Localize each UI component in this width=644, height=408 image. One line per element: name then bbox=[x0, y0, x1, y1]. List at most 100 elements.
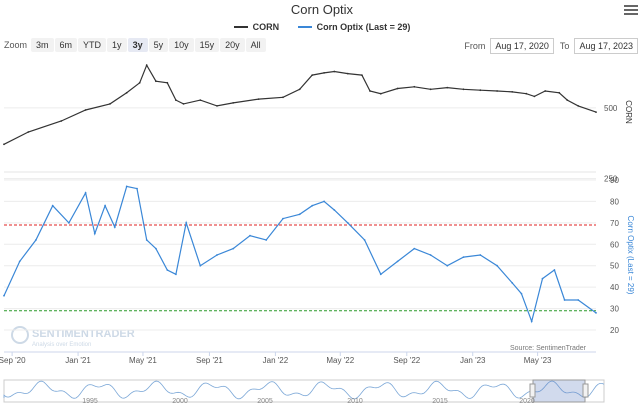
to-label: To bbox=[559, 41, 570, 51]
y-tick-lower: 30 bbox=[610, 305, 619, 314]
data-point-corn bbox=[257, 98, 260, 100]
data-point-corn bbox=[232, 102, 235, 104]
legend-item-corn[interactable]: CORN bbox=[233, 22, 279, 32]
zoom-button-3y[interactable]: 3y bbox=[127, 38, 148, 52]
zoom-button-1y[interactable]: 1y bbox=[107, 38, 127, 52]
data-point-optix bbox=[379, 273, 382, 276]
navigator-year-label: 2010 bbox=[347, 398, 363, 405]
data-point-corn bbox=[333, 70, 336, 73]
data-point-optix bbox=[155, 247, 157, 250]
data-point-corn bbox=[462, 88, 465, 91]
data-point-optix bbox=[595, 312, 597, 314]
y-tick-lower: 60 bbox=[610, 240, 619, 249]
watermark-tagline: Analysis over Emotion bbox=[32, 342, 91, 348]
data-point-optix bbox=[282, 217, 284, 220]
zoom-button-10y[interactable]: 10y bbox=[169, 38, 194, 52]
zoom-button-15y[interactable]: 15y bbox=[194, 38, 220, 52]
data-point-corn bbox=[199, 99, 202, 101]
data-point-corn bbox=[282, 96, 284, 99]
legend-label-optix: Corn Optix (Last = 29) bbox=[316, 22, 411, 32]
data-point-optix bbox=[311, 204, 314, 207]
data-point-corn bbox=[298, 88, 301, 91]
zoom-label: Zoom bbox=[4, 40, 28, 50]
zoom-button-6m[interactable]: 6m bbox=[54, 38, 78, 52]
data-point-corn bbox=[166, 81, 169, 84]
y-tick-lower: 50 bbox=[610, 262, 619, 271]
zoom-button-ytd[interactable]: YTD bbox=[78, 38, 107, 52]
x-tick-label: Jan '21 bbox=[65, 356, 91, 365]
date-range: From Aug 17, 2020 To Aug 17, 2023 bbox=[464, 38, 638, 54]
zoom-button-3m[interactable]: 3m bbox=[31, 38, 54, 52]
x-tick-label: May '23 bbox=[524, 356, 552, 365]
data-point-optix bbox=[232, 247, 235, 250]
navigator-handle-right[interactable] bbox=[582, 383, 589, 398]
data-point-optix bbox=[104, 204, 106, 207]
data-point-corn bbox=[3, 143, 5, 146]
navigator-year-label: 2005 bbox=[257, 398, 273, 405]
data-point-corn bbox=[182, 103, 185, 105]
data-point-optix bbox=[185, 222, 188, 224]
watermark: SENTIMENTRADER Analysis over Emotion bbox=[11, 326, 135, 348]
data-point-corn bbox=[396, 87, 399, 90]
data-point-corn bbox=[361, 74, 363, 76]
legend: CORN Corn Optix (Last = 29) bbox=[0, 20, 644, 32]
data-point-corn bbox=[496, 90, 498, 92]
zoom-button-5y[interactable]: 5y bbox=[148, 38, 169, 52]
y-tick-upper: 250 bbox=[604, 175, 618, 184]
data-point-optix bbox=[541, 277, 544, 280]
navigator-year-label: 1995 bbox=[82, 398, 98, 405]
navigator-frame bbox=[3, 379, 605, 403]
data-point-optix bbox=[145, 239, 148, 241]
export-menu-icon[interactable] bbox=[624, 3, 638, 17]
data-point-optix bbox=[93, 232, 96, 235]
navigator-series bbox=[3, 380, 605, 400]
data-point-optix bbox=[520, 292, 523, 295]
from-date-input[interactable]: Aug 17, 2020 bbox=[490, 38, 554, 54]
data-point-optix bbox=[346, 222, 349, 224]
navigator[interactable]: 1995 2000 2005 2010 2015 2020 bbox=[3, 379, 605, 405]
data-point-corn bbox=[323, 72, 325, 74]
y-tick-upper: 500 bbox=[604, 104, 618, 113]
data-point-optix bbox=[363, 239, 366, 241]
data-point-optix bbox=[84, 192, 87, 194]
y-tick-lower: 20 bbox=[610, 326, 619, 335]
data-point-optix bbox=[530, 320, 533, 323]
to-date-input[interactable]: Aug 17, 2023 bbox=[574, 38, 638, 54]
data-point-corn bbox=[145, 64, 148, 67]
navigator-year-label: 2015 bbox=[432, 398, 448, 405]
data-point-corn bbox=[369, 90, 371, 92]
legend-item-optix[interactable]: Corn Optix (Last = 29) bbox=[297, 22, 411, 32]
data-point-corn bbox=[379, 92, 382, 95]
zoom-button-all[interactable]: All bbox=[245, 38, 266, 52]
data-point-optix bbox=[166, 269, 169, 271]
data-point-optix bbox=[216, 254, 218, 256]
chart-title: Corn Optix bbox=[290, 2, 354, 17]
navigator-year-label: 2020 bbox=[519, 398, 535, 405]
data-point-optix bbox=[396, 260, 399, 263]
x-tick-label: May '22 bbox=[326, 356, 354, 365]
y-tick-lower: 70 bbox=[610, 219, 619, 228]
zoom-selector: Zoom 3m 6m YTD 1y 3y 5y 10y 15y 20y All bbox=[4, 38, 267, 52]
data-point-corn bbox=[577, 105, 580, 107]
data-point-optix bbox=[125, 185, 128, 188]
y-tick-lower: 90 bbox=[610, 176, 619, 185]
navigator-selection[interactable] bbox=[532, 379, 586, 403]
data-point-optix bbox=[249, 234, 251, 237]
data-point-corn bbox=[595, 111, 597, 113]
data-point-optix bbox=[199, 264, 202, 267]
legend-swatch-corn bbox=[233, 26, 248, 28]
data-point-optix bbox=[577, 299, 580, 301]
navigator-year-label: 2000 bbox=[172, 398, 188, 405]
zoom-button-20y[interactable]: 20y bbox=[220, 38, 245, 52]
y-tick-lower: 40 bbox=[610, 283, 619, 292]
x-tick-label: Sep '21 bbox=[196, 356, 223, 365]
x-tick-label: Sep '22 bbox=[393, 356, 420, 365]
legend-swatch-optix bbox=[297, 26, 312, 28]
data-point-corn bbox=[479, 89, 482, 92]
y-axis-label-optix: Corn Optix (Last = 29) bbox=[626, 216, 635, 295]
navigator-handle-left[interactable] bbox=[529, 383, 536, 398]
data-point-optix bbox=[429, 254, 432, 256]
data-point-corn bbox=[125, 91, 128, 94]
data-point-optix bbox=[462, 256, 465, 258]
data-point-optix bbox=[136, 187, 138, 190]
